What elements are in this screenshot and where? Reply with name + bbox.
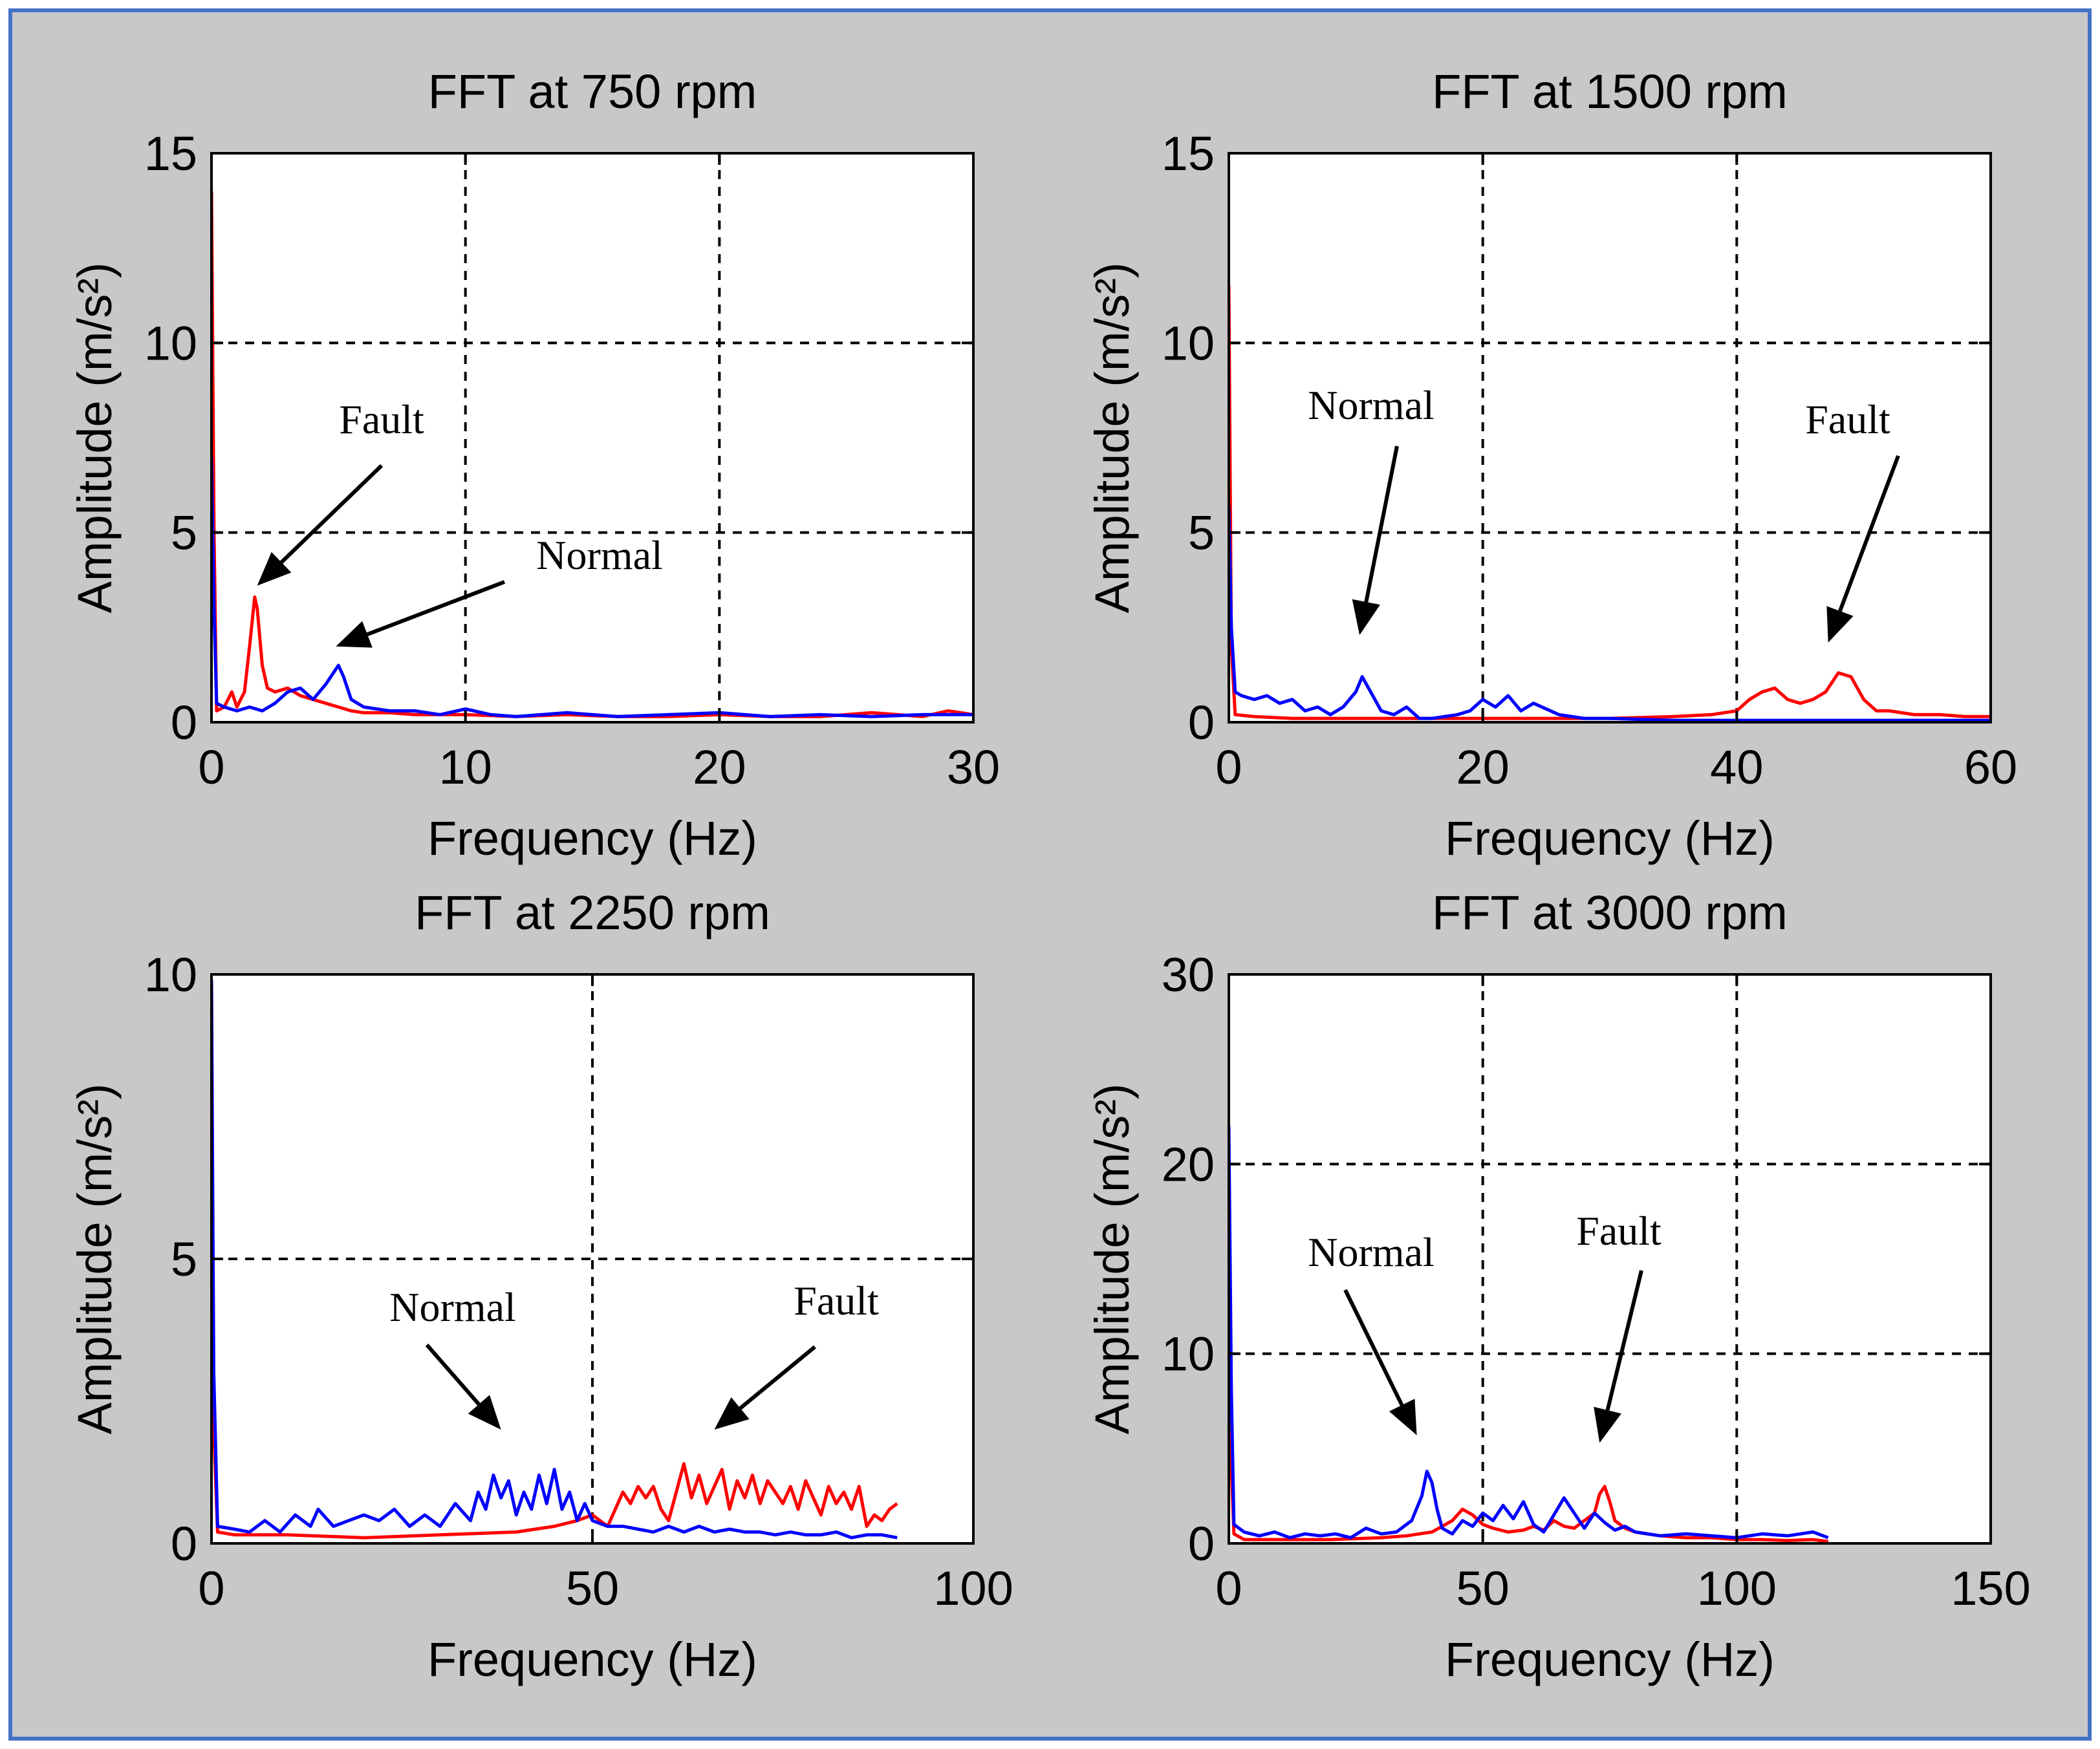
- series-line-fault: [1229, 286, 1991, 720]
- series-line-fault: [1229, 1258, 1829, 1543]
- y-tick-label: 5: [1188, 506, 1215, 560]
- x-tick-label: 20: [1456, 740, 1510, 794]
- plot-area: [1229, 974, 1991, 1543]
- annotation-arrow-head: [1352, 599, 1380, 636]
- x-tick-label: 60: [1964, 740, 2017, 794]
- y-tick-label: 10: [144, 948, 197, 1002]
- axes-box: [1228, 973, 1992, 1545]
- x-tick-label: 0: [198, 740, 224, 794]
- y-tick-label: 0: [171, 696, 197, 749]
- plot-area: [1229, 153, 1991, 722]
- chart-panel-3: 0 50 100 0 5 10 FFT at 2250 rpm Frequency (Hz) A…: [68, 886, 1013, 1686]
- annotation-arrow-head: [336, 621, 373, 648]
- x-tick-label: 150: [1951, 1561, 2030, 1615]
- chart-title: FFT at 2250 rpm: [415, 886, 770, 939]
- x-axis-label: Frequency (Hz): [428, 1633, 757, 1686]
- series-line-fault: [211, 991, 898, 1540]
- x-axis-label: Frequency (Hz): [1445, 811, 1775, 865]
- series-line-normal: [1229, 506, 1991, 722]
- annotation-label-normal: Normal: [1308, 1229, 1434, 1275]
- annotation-arrow-shaft: [1364, 445, 1399, 603]
- annotation-arrow-shaft: [366, 580, 506, 636]
- annotation-arrow-head: [1389, 1399, 1417, 1435]
- x-tick-label: 50: [1456, 1561, 1510, 1615]
- annotation-arrow-shaft: [739, 1345, 816, 1410]
- annotation-label-fault: Fault: [339, 396, 424, 442]
- y-tick-label: 10: [144, 316, 197, 370]
- annotation-label-fault: Fault: [1805, 396, 1890, 442]
- annotation-arrow-shaft: [425, 1344, 481, 1406]
- y-tick-label: 15: [1162, 127, 1215, 180]
- annotation-label-normal: Normal: [536, 532, 663, 578]
- y-tick-label: 10: [1162, 316, 1215, 370]
- x-tick-label: 0: [198, 1561, 224, 1615]
- x-tick-label: 0: [1215, 1561, 1242, 1615]
- chart-panel-1: 0 10 20 30 0 5 10 15 FFT at 750 rpm Frequency (Hz…: [68, 65, 1000, 865]
- y-tick-label: 5: [171, 506, 197, 560]
- series-line-normal: [211, 980, 898, 1540]
- chart-title: FFT at 750 rpm: [428, 65, 757, 118]
- y-axis-label: Amplitude (m/s²): [68, 263, 122, 614]
- x-tick-label: 100: [1697, 1561, 1777, 1615]
- annotation-arrow-head: [714, 1397, 750, 1430]
- y-axis-label: Amplitude (m/s²): [1085, 1084, 1139, 1435]
- annotation-arrow-head: [468, 1395, 501, 1430]
- y-tick-label: 0: [1188, 696, 1215, 749]
- axes-box: [1228, 152, 1992, 724]
- x-tick-label: 0: [1215, 740, 1242, 794]
- chart-title: FFT at 1500 rpm: [1432, 65, 1788, 118]
- y-tick-label: 30: [1162, 948, 1215, 1002]
- annotation-arrow-shaft: [1343, 1289, 1404, 1406]
- annotation-arrow-shaft: [1605, 1270, 1643, 1411]
- x-axis-label: Frequency (Hz): [1445, 1633, 1775, 1686]
- y-tick-label: 10: [1162, 1327, 1215, 1381]
- x-tick-label: 30: [947, 740, 1000, 794]
- annotation-arrow-head: [257, 552, 292, 586]
- annotation-arrow-head: [1826, 606, 1854, 643]
- y-axis-label: Amplitude (m/s²): [68, 1084, 122, 1435]
- y-tick-label: 0: [1188, 1517, 1215, 1571]
- y-tick-label: 5: [171, 1232, 197, 1286]
- axes-box: [210, 152, 975, 724]
- y-tick-label: 20: [1162, 1137, 1215, 1191]
- annotation-arrow-shaft: [1838, 455, 1900, 612]
- annotation-label-normal: Normal: [389, 1284, 516, 1330]
- annotation-arrow-shaft: [279, 464, 384, 564]
- annotation-label-fault: Fault: [794, 1278, 879, 1324]
- chart-panel-4: 0 50 100 150 0 10 20 30 FFT at 3000 rpm Frequency…: [1085, 886, 2031, 1686]
- y-axis-label: Amplitude (m/s²): [1085, 263, 1139, 614]
- chart-panel-2: 0 20 40 60 0 5 10 15 FFT at 1500 rpm Frequency (H…: [1085, 65, 2017, 865]
- x-tick-label: 50: [566, 1561, 619, 1615]
- annotation-label-normal: Normal: [1308, 382, 1434, 428]
- x-tick-label: 100: [933, 1561, 1013, 1615]
- chart-title: FFT at 3000 rpm: [1432, 886, 1788, 939]
- plot-area: [211, 153, 973, 722]
- x-axis-label: Frequency (Hz): [428, 811, 757, 865]
- annotation-arrow-head: [1594, 1406, 1621, 1443]
- x-tick-label: 20: [693, 740, 746, 794]
- series-line-normal: [1229, 1126, 1829, 1540]
- y-tick-label: 15: [144, 127, 197, 180]
- y-tick-label: 0: [171, 1517, 197, 1571]
- annotation-label-fault: Fault: [1576, 1208, 1662, 1254]
- x-tick-label: 10: [439, 740, 492, 794]
- series-line-normal: [211, 456, 973, 718]
- x-tick-label: 40: [1710, 740, 1763, 794]
